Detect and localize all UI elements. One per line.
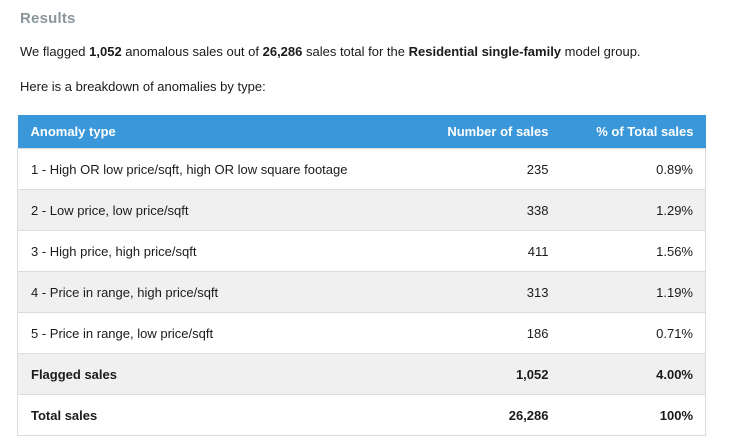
intro-text-3: sales total for the bbox=[302, 44, 409, 59]
pct-total-cell: 0.89% bbox=[548, 148, 706, 190]
table-row-total-sales: Total sales 26,286 100% bbox=[17, 394, 706, 436]
table-row-anomaly-1: 1 - High OR low price/sqft, high OR low … bbox=[17, 148, 706, 190]
column-header-pct-of-total-sales: % of Total sales bbox=[548, 115, 706, 149]
anomaly-type-cell: 4 - Price in range, high price/sqft bbox=[17, 271, 408, 313]
column-header-anomaly-type: Anomaly type bbox=[17, 115, 408, 149]
sales-count-cell: 1,052 bbox=[407, 353, 549, 395]
pct-total-cell: 1.29% bbox=[548, 189, 706, 231]
intro-text-1: We flagged bbox=[20, 44, 90, 59]
table-row-anomaly-3: 3 - High price, high price/sqft 411 1.56… bbox=[17, 230, 706, 272]
pct-total-cell: 1.56% bbox=[548, 230, 706, 272]
pct-total-cell: 100% bbox=[548, 394, 706, 436]
sales-count-cell: 235 bbox=[407, 148, 549, 190]
pct-total-cell: 4.00% bbox=[548, 353, 706, 395]
intro-text-4: model group. bbox=[561, 44, 641, 59]
sales-count-cell: 26,286 bbox=[407, 394, 549, 436]
breakdown-label: Here is a breakdown of anomalies by type… bbox=[20, 79, 266, 94]
page-title: Results bbox=[20, 10, 76, 27]
table-row-anomaly-2: 2 - Low price, low price/sqft 338 1.29% bbox=[17, 189, 706, 231]
flagged-count: 1,052 bbox=[89, 44, 122, 59]
table-row-flagged-sales: Flagged sales 1,052 4.00% bbox=[17, 353, 706, 395]
anomaly-breakdown-table: Anomaly type Number of sales % of Total … bbox=[17, 115, 706, 436]
sales-count-cell: 411 bbox=[407, 230, 549, 272]
anomaly-type-cell: 3 - High price, high price/sqft bbox=[17, 230, 408, 272]
anomaly-type-cell: 2 - Low price, low price/sqft bbox=[17, 189, 408, 231]
intro-paragraph: We flagged 1,052 anomalous sales out of … bbox=[20, 44, 720, 59]
sales-count-cell: 313 bbox=[407, 271, 549, 313]
anomaly-type-cell: 1 - High OR low price/sqft, high OR low … bbox=[17, 148, 408, 190]
column-header-number-of-sales: Number of sales bbox=[407, 115, 549, 149]
anomaly-type-cell: Flagged sales bbox=[17, 353, 408, 395]
pct-total-cell: 1.19% bbox=[548, 271, 706, 313]
table-row-anomaly-5: 5 - Price in range, low price/sqft 186 0… bbox=[17, 312, 706, 354]
anomaly-type-cell: Total sales bbox=[17, 394, 408, 436]
total-sales-count: 26,286 bbox=[262, 44, 303, 59]
sales-count-cell: 186 bbox=[407, 312, 549, 354]
table-row-anomaly-4: 4 - Price in range, high price/sqft 313 … bbox=[17, 271, 706, 313]
anomaly-type-cell: 5 - Price in range, low price/sqft bbox=[17, 312, 408, 354]
pct-total-cell: 0.71% bbox=[548, 312, 706, 354]
intro-text-2: anomalous sales out of bbox=[121, 44, 263, 59]
table-header-row: Anomaly type Number of sales % of Total … bbox=[17, 115, 706, 149]
sales-count-cell: 338 bbox=[407, 189, 549, 231]
model-group-name: Residential single-family bbox=[408, 44, 562, 59]
